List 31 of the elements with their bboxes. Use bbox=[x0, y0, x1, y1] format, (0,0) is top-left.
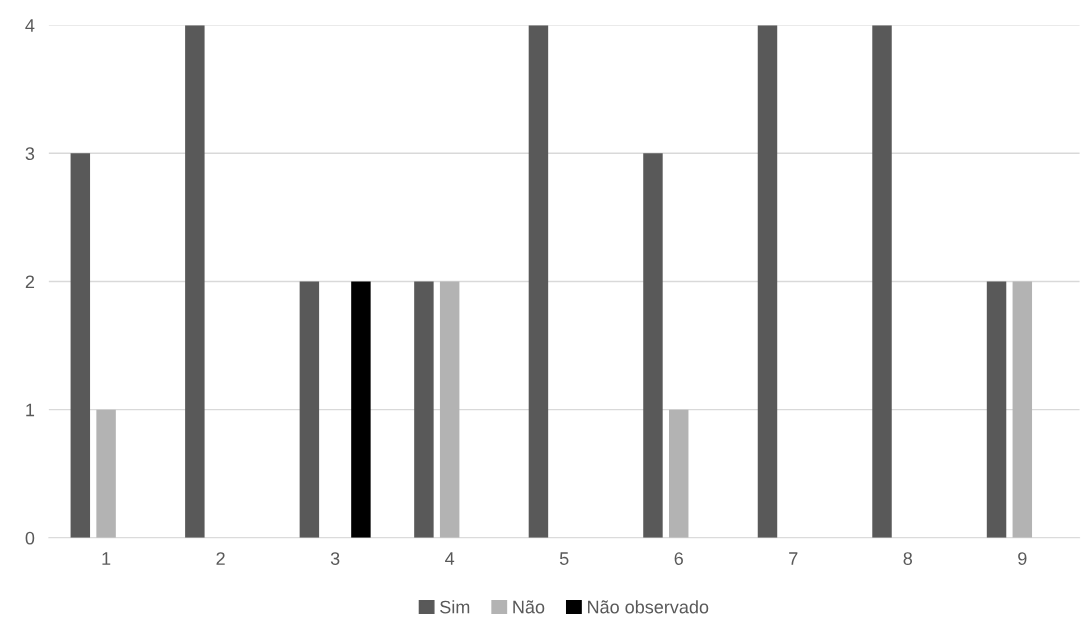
bar bbox=[1012, 281, 1033, 538]
bar bbox=[668, 409, 689, 538]
x-tick-label: 4 bbox=[445, 552, 455, 565]
bar bbox=[757, 25, 778, 538]
bar bbox=[351, 281, 371, 538]
y-tick-label: 1 bbox=[26, 403, 35, 417]
bar bbox=[185, 25, 205, 538]
x-tick-label: 7 bbox=[789, 552, 798, 565]
bar bbox=[643, 153, 663, 538]
y-tick-label: 4 bbox=[25, 19, 35, 32]
y-tick-label: 2 bbox=[25, 275, 35, 289]
bar bbox=[414, 281, 434, 538]
bar bbox=[70, 153, 91, 538]
x-tick-label: 8 bbox=[903, 552, 913, 565]
x-tick-label: 6 bbox=[674, 552, 683, 565]
y-tick-label: 0 bbox=[25, 531, 35, 545]
legend-label: Não observado bbox=[588, 600, 709, 614]
bar bbox=[986, 281, 1007, 538]
bar bbox=[872, 25, 892, 538]
bar bbox=[528, 25, 549, 538]
x-tick-label: 9 bbox=[1018, 552, 1027, 565]
x-tick-label: 2 bbox=[216, 552, 225, 565]
y-tick-label: 3 bbox=[25, 147, 35, 161]
x-tick-label: 5 bbox=[559, 552, 569, 565]
bar bbox=[299, 281, 320, 538]
legend-label: Sim bbox=[440, 600, 470, 614]
legend-label: Não bbox=[513, 600, 545, 614]
x-tick-label: 1 bbox=[102, 552, 111, 565]
x-tick-label: 3 bbox=[330, 552, 340, 565]
bar bbox=[96, 409, 116, 538]
bar bbox=[439, 281, 460, 538]
